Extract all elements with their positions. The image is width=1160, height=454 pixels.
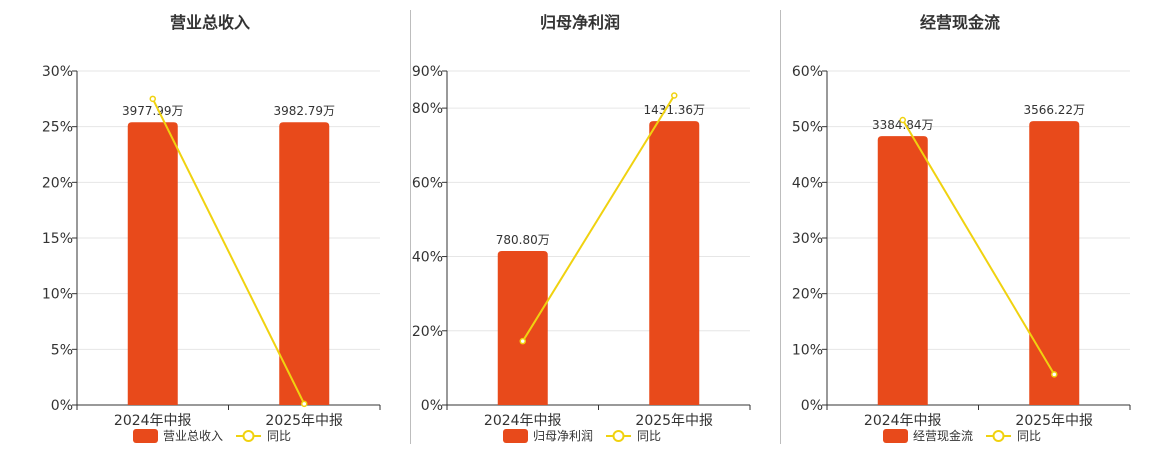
legend-bar-swatch xyxy=(883,429,908,443)
chart-title: 经营现金流 xyxy=(920,13,1000,32)
x-tick-label: 2024年中报 xyxy=(864,413,942,429)
y-tick-label: 10% xyxy=(42,287,73,303)
x-tick-label: 2025年中报 xyxy=(1015,413,1093,429)
chart-svg: 归母净利润 0% 20% 40% 60% 80% 90% 2024年中报 2025年中报 780.… xyxy=(412,13,751,443)
x-tick-label: 2024年中报 xyxy=(114,413,192,429)
legend-bar-swatch xyxy=(133,429,158,443)
bar-data-label: 3384.84万 xyxy=(872,118,934,132)
chart-title: 归母净利润 xyxy=(540,13,620,32)
y-tick-label: 80% xyxy=(412,101,443,117)
y-tick-label: 15% xyxy=(42,231,73,247)
y-tick-label: 0% xyxy=(421,398,443,414)
yoy-line xyxy=(901,119,1056,375)
yoy-point xyxy=(301,400,308,408)
legend-line-label: 同比 xyxy=(637,429,661,443)
x-tick-label: 2024年中报 xyxy=(484,413,562,429)
y-tick-label: 30% xyxy=(792,231,823,247)
y-tick-label: 5% xyxy=(51,342,73,358)
chart-panel-revenue: 营业总收入 0% 5% 10% 15% 20% 25% 30% 2024年中报 2025年中报 39… xyxy=(0,0,400,450)
yoy-line xyxy=(521,94,676,342)
bar-data-label: 3566.22万 xyxy=(1023,103,1085,117)
chart-svg: 经营现金流 0% 10% 20% 30% 40% 50% 60% 2024年中报 2025年中报 3… xyxy=(792,13,1131,443)
legend-bar-swatch xyxy=(503,429,528,443)
bar xyxy=(279,122,330,406)
y-tick-label: 30% xyxy=(42,64,73,80)
panel-divider xyxy=(780,10,781,444)
yoy-point xyxy=(899,116,906,124)
legend-line-marker xyxy=(612,430,625,442)
legend-line-marker xyxy=(992,430,1005,442)
y-tick-label: 0% xyxy=(801,398,823,414)
x-tick-label: 2025年中报 xyxy=(265,413,343,429)
yoy-point xyxy=(671,92,678,99)
panel-divider xyxy=(410,10,411,444)
legend-bar-label: 经营现金流 xyxy=(913,428,973,443)
x-tick-label: 2025年中报 xyxy=(635,413,713,429)
chart-panel-operating-cashflow: 经营现金流 0% 10% 20% 30% 40% 50% 60% 2024年中报 2025年中报 3… xyxy=(760,0,1160,450)
y-tick-label: 40% xyxy=(792,175,823,191)
y-tick-label: 20% xyxy=(42,175,73,191)
y-tick-label: 20% xyxy=(792,287,823,303)
bar-data-label: 780.80万 xyxy=(496,233,550,247)
legend-line-marker xyxy=(242,430,255,442)
y-tick-label: 25% xyxy=(42,120,73,136)
legend-bar-label: 归母净利润 xyxy=(533,429,593,443)
yoy-point xyxy=(149,95,156,103)
y-tick-label: 50% xyxy=(792,120,823,136)
y-tick-label: 20% xyxy=(412,324,443,340)
bar xyxy=(497,250,548,405)
bar xyxy=(649,121,700,405)
chart-panel-net-profit: 归母净利润 0% 20% 40% 60% 80% 90% 2024年中报 2025年中报 780.… xyxy=(380,0,780,450)
bar xyxy=(1029,121,1080,405)
chart-title: 营业总收入 xyxy=(170,13,250,32)
bar-data-label: 3982.79万 xyxy=(273,104,335,118)
yoy-line xyxy=(151,98,306,405)
legend-bar-label: 营业总收入 xyxy=(163,429,223,443)
y-tick-label: 60% xyxy=(792,64,823,80)
bar-data-label: 1431.36万 xyxy=(643,103,705,117)
y-tick-label: 90% xyxy=(412,64,443,80)
y-tick-label: 10% xyxy=(792,342,823,358)
bar-data-label: 3977.99万 xyxy=(122,104,184,118)
y-tick-label: 0% xyxy=(51,398,73,414)
bar xyxy=(127,122,178,406)
yoy-point xyxy=(519,337,526,345)
legend-line-label: 同比 xyxy=(267,429,291,443)
chart-svg: 营业总收入 0% 5% 10% 15% 20% 25% 30% 2024年中报 2025年中报 39… xyxy=(42,13,381,443)
y-tick-label: 40% xyxy=(412,250,443,266)
legend-line-label: 同比 xyxy=(1017,429,1041,443)
y-tick-label: 60% xyxy=(412,175,443,191)
bar xyxy=(877,136,928,405)
yoy-point xyxy=(1051,371,1058,378)
